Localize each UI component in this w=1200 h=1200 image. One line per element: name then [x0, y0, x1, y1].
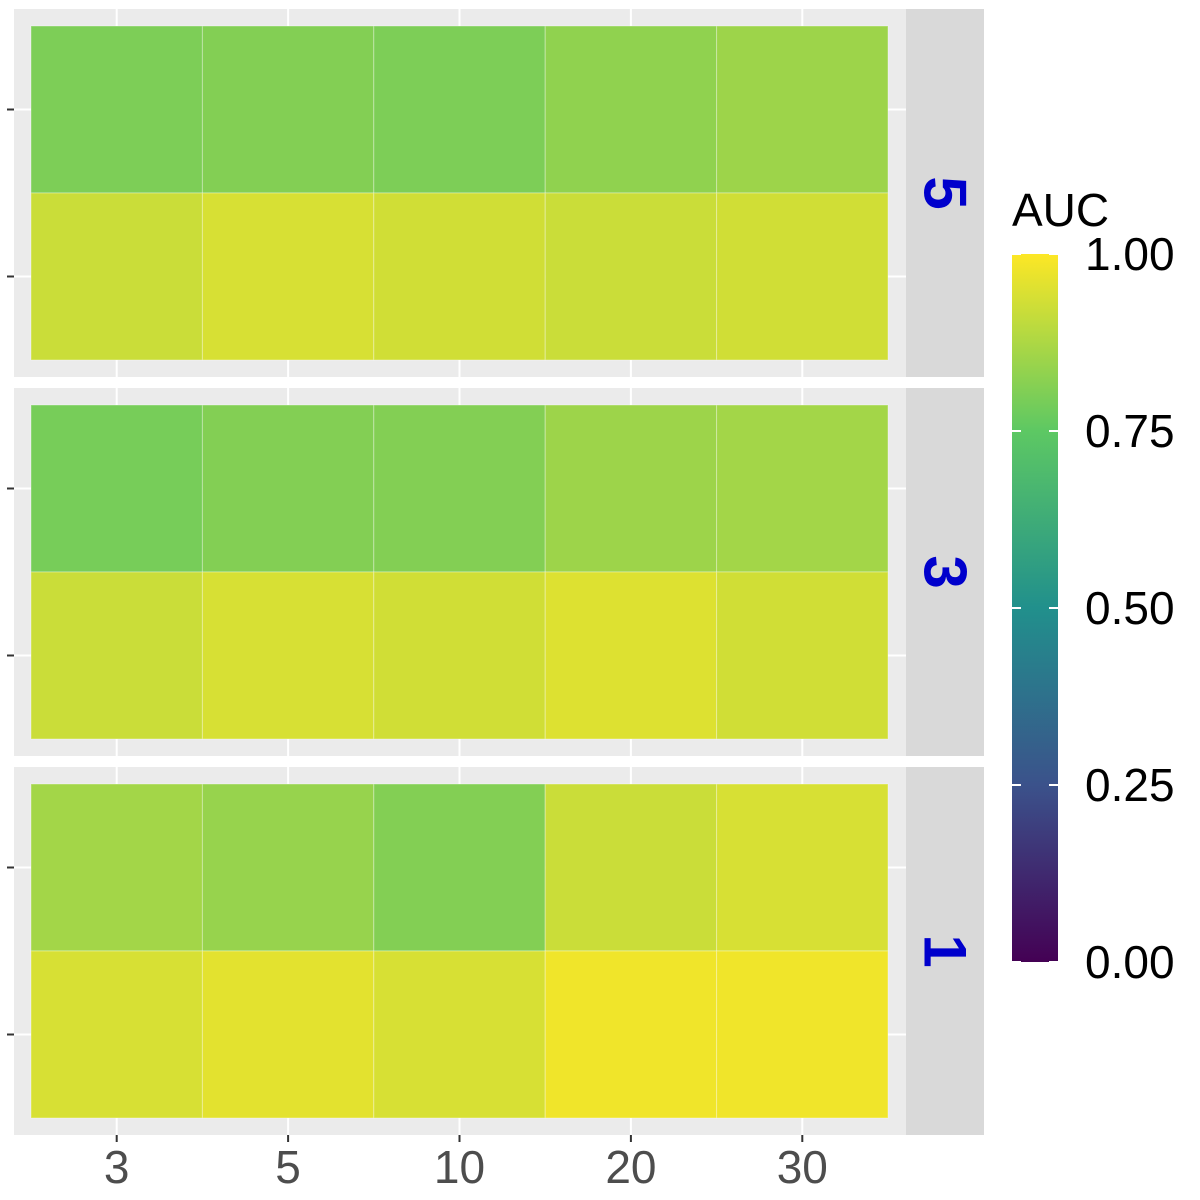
heatmap-tile — [373, 25, 546, 194]
heatmap-tile — [373, 783, 546, 952]
facet-strip — [906, 388, 984, 756]
heatmap-tile — [373, 571, 546, 740]
colorbar-tick-label: 0.75 — [1085, 405, 1175, 457]
heatmap-tile — [716, 571, 889, 740]
facet-strip-label: 5 — [912, 176, 979, 209]
heatmap-tile — [30, 404, 203, 573]
heatmap-tile — [716, 25, 889, 194]
facet-panels: 5 3 1 — [7, 9, 984, 1135]
heatmap-tile — [201, 783, 375, 952]
x-axis-tick-label: 3 — [104, 1141, 130, 1193]
x-axis-tick-label: 30 — [777, 1141, 828, 1193]
colorbar-legend: AUC 0.00 0.25 0.50 0.75 1.00 — [1012, 184, 1175, 988]
facet-panel-1: 1 — [7, 767, 984, 1135]
facet-strip-label: 3 — [912, 555, 979, 588]
heatmap-tile — [30, 25, 203, 194]
heatmap-tile — [373, 404, 546, 573]
heatmap-tile — [201, 404, 375, 573]
heatmap-tile — [544, 404, 718, 573]
heatmap-tile — [716, 192, 889, 361]
heatmap-tile — [544, 25, 718, 194]
x-axis: 3 5 10 20 30 — [104, 1135, 828, 1193]
colorbar-tick-label: 0.50 — [1085, 582, 1175, 634]
heatmap-tile — [373, 192, 546, 361]
legend-title: AUC — [1012, 184, 1109, 236]
facet-strip — [906, 9, 984, 377]
colorbar-tick-label: 0.00 — [1085, 936, 1175, 988]
heatmap-tile — [201, 571, 375, 740]
heatmap-tile — [30, 192, 203, 361]
heatmap-tile — [544, 783, 718, 952]
colorbar-tick-label: 0.25 — [1085, 759, 1175, 811]
heatmap-tile — [30, 950, 203, 1119]
heatmap-tile — [30, 571, 203, 740]
facet-panel-3: 3 — [7, 388, 984, 756]
heatmap-tile — [716, 950, 889, 1119]
colorbar-tick-label: 1.00 — [1085, 228, 1175, 280]
x-axis-tick-label: 5 — [275, 1141, 301, 1193]
facet-strip — [906, 767, 984, 1135]
heatmap-tile — [30, 783, 203, 952]
x-axis-tick-label: 20 — [605, 1141, 656, 1193]
heatmap-tile — [201, 25, 375, 194]
heatmap-tile — [201, 192, 375, 361]
facet-strip-label: 1 — [912, 934, 979, 967]
heatmap-tile — [373, 950, 546, 1119]
heatmap-tile — [544, 571, 718, 740]
heatmap-tile — [201, 950, 375, 1119]
heatmap-tile — [544, 192, 718, 361]
x-axis-tick-label: 10 — [434, 1141, 485, 1193]
heatmap-tile — [544, 950, 718, 1119]
heatmap-tile — [716, 404, 889, 573]
heatmap-tile — [716, 783, 889, 952]
facet-panel-5: 5 — [7, 9, 984, 377]
